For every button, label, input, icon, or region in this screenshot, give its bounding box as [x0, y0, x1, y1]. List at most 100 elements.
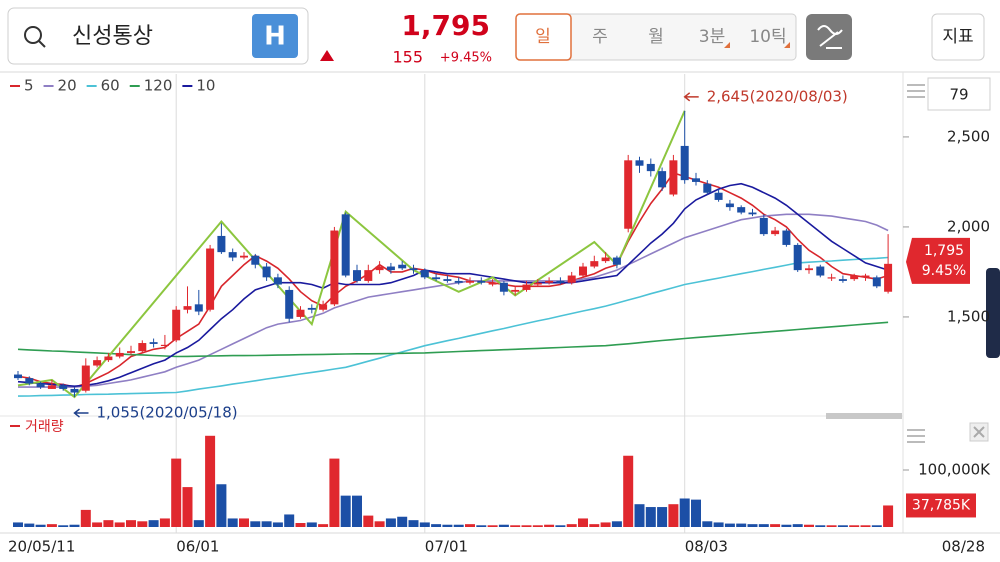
volume-bar	[871, 525, 882, 527]
candle-body	[499, 282, 508, 292]
candle-body	[330, 230, 339, 305]
volume-bar	[702, 521, 713, 527]
volume-bar	[80, 509, 91, 527]
tab-label[interactable]: 10틱	[749, 27, 786, 47]
volume-bar	[555, 525, 566, 527]
legend-label: 5	[24, 77, 34, 95]
candle-body	[884, 263, 893, 292]
volume-bar	[340, 495, 351, 527]
volume-bar	[453, 524, 464, 527]
indicator-label: 지표	[942, 27, 973, 47]
candle-body	[635, 160, 644, 166]
candle-body	[861, 275, 870, 278]
volume-bar	[193, 520, 204, 527]
volume-bar	[205, 435, 216, 527]
volume-bar	[239, 518, 249, 527]
volume-bar	[792, 524, 803, 527]
volume-bar	[363, 515, 374, 527]
period-box[interactable]	[927, 77, 991, 111]
volume-bar	[272, 522, 283, 527]
volume-bar	[46, 524, 57, 527]
volume-bar	[747, 524, 758, 527]
tab-label[interactable]: 3분	[699, 27, 725, 47]
candle-body	[240, 255, 248, 258]
candle-body	[104, 356, 113, 361]
candle-body	[341, 214, 350, 276]
volume-bar	[227, 518, 238, 527]
indicator-button[interactable]	[931, 13, 985, 61]
tab-label[interactable]: 주	[592, 27, 608, 47]
moving-average	[17, 321, 889, 358]
volume-bar	[148, 520, 159, 527]
tab-label[interactable]: 일	[535, 27, 551, 47]
candle-body	[14, 374, 22, 379]
volume-bar	[498, 524, 509, 527]
candle-body	[805, 268, 813, 271]
candle-body	[81, 365, 90, 391]
tab-selected[interactable]	[515, 13, 572, 61]
candle-body	[273, 277, 282, 285]
volume-bar	[397, 516, 408, 527]
candle-body	[556, 280, 565, 283]
volume-bar	[250, 521, 261, 527]
candle-body	[872, 277, 881, 287]
volume-bar	[476, 525, 487, 527]
candle-body	[714, 192, 723, 200]
x-tick-label: 06/01	[176, 538, 219, 556]
y-tick-label: 100,000K	[918, 460, 991, 478]
candle-body	[545, 280, 554, 283]
volume-bar	[306, 522, 317, 527]
candle-body	[477, 280, 486, 283]
legend-label: 60	[101, 77, 120, 95]
volume-bar	[860, 525, 871, 527]
volume-bar	[465, 524, 475, 527]
volume-bar	[724, 523, 735, 527]
candle-body	[601, 257, 610, 262]
volume-bar	[713, 522, 724, 527]
candle-body	[127, 351, 135, 353]
search-icon	[24, 26, 42, 44]
candle-body	[567, 275, 576, 283]
volume-bar	[566, 524, 577, 527]
menu-icons[interactable]	[907, 84, 925, 443]
candle-body	[522, 284, 531, 290]
period-value: 79	[949, 86, 968, 104]
candle-body	[36, 383, 45, 388]
candle-body	[432, 277, 441, 280]
volume-bar	[679, 498, 690, 527]
volume-bar	[318, 524, 329, 527]
volume-bar	[216, 484, 227, 527]
volume-bar	[103, 520, 114, 527]
candle-body	[737, 207, 746, 213]
volume-bar	[182, 487, 193, 527]
volume-legend: 거래량	[25, 419, 64, 435]
moving-average	[17, 256, 889, 397]
candle-body	[251, 255, 260, 265]
volume-bar	[408, 520, 419, 527]
volume-bar	[837, 525, 848, 527]
candle-body	[364, 270, 373, 281]
scrollbar[interactable]	[826, 413, 902, 419]
h-button[interactable]	[252, 14, 298, 58]
candle-body	[47, 385, 56, 389]
volume-bar	[24, 523, 35, 527]
volume-bar	[589, 524, 600, 527]
candle-body	[115, 352, 124, 357]
h-button-label: H	[264, 22, 286, 52]
y-tick-label: 2,000	[947, 217, 990, 235]
candle-body	[296, 309, 305, 317]
side-handle[interactable]	[986, 268, 1000, 358]
tab-label[interactable]: 월	[648, 27, 664, 47]
volume-bar	[883, 505, 894, 527]
search-box[interactable]	[7, 7, 309, 65]
volume-bar	[544, 524, 555, 527]
volume-bar	[634, 504, 645, 527]
moving-average	[17, 182, 889, 388]
stock-name: 신성통상	[72, 24, 153, 49]
volume-bar	[736, 523, 747, 527]
volume-bar	[691, 499, 701, 527]
volume-bar	[758, 524, 769, 527]
candle-body	[680, 145, 689, 181]
drawing-tool-button[interactable]	[806, 14, 852, 60]
